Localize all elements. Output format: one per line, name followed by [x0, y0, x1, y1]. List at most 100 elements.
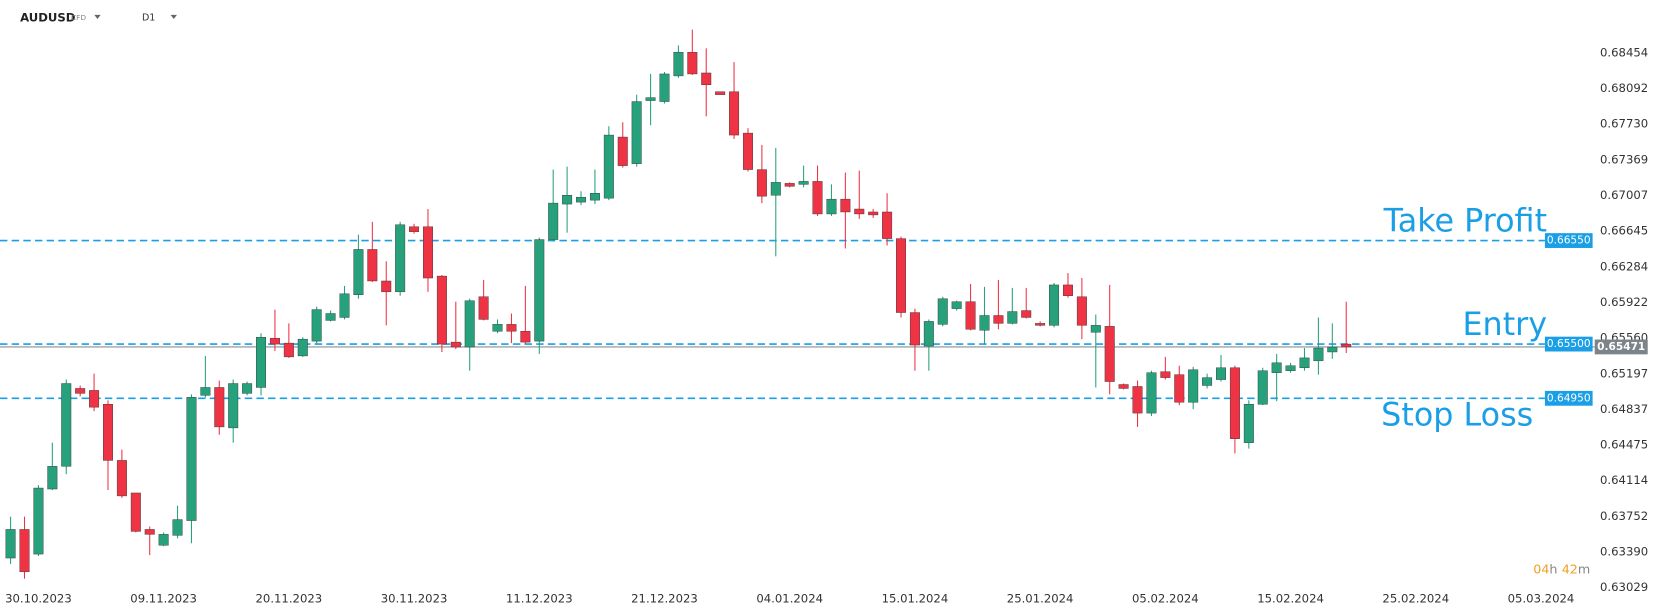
level-name: Entry — [1462, 307, 1547, 343]
candle-body — [603, 134, 614, 199]
candle-body — [186, 397, 197, 521]
candle-body — [116, 460, 127, 497]
candle-body — [269, 337, 280, 345]
candle-body — [381, 280, 392, 293]
candle-body — [576, 196, 586, 203]
candle-body — [659, 73, 670, 102]
x-tick-label: 21.12.2023 — [631, 592, 698, 606]
candle-body — [256, 336, 267, 388]
candle-body — [367, 249, 378, 282]
candle-body — [61, 383, 72, 467]
candle-body — [1257, 370, 1268, 405]
candle-body — [1118, 384, 1129, 389]
candle-body — [673, 52, 684, 77]
level-price-label: 0.64950 — [1547, 392, 1591, 404]
candle-body — [450, 341, 461, 348]
countdown-part: h — [1549, 561, 1557, 576]
x-tick-label: 11.12.2023 — [506, 592, 573, 606]
candle-body — [103, 404, 113, 461]
y-tick-label: 0.65197 — [1600, 366, 1648, 380]
y-tick-label: 0.66645 — [1600, 224, 1648, 238]
y-tick-label: 0.63390 — [1600, 545, 1648, 559]
x-tick-label: 30.10.2023 — [5, 592, 72, 606]
candle-body — [464, 300, 475, 348]
candle-body — [1049, 284, 1060, 326]
x-tick-label: 09.11.2023 — [130, 592, 197, 606]
candle-body — [756, 169, 767, 197]
y-tick-label: 0.66284 — [1600, 259, 1648, 273]
candle-body — [784, 183, 795, 187]
candle-body — [506, 324, 517, 332]
timeframe[interactable]: D1 — [142, 12, 155, 23]
candle-body — [1285, 365, 1296, 371]
y-tick-label: 0.68454 — [1600, 45, 1648, 59]
candle-body — [33, 487, 44, 555]
y-tick-label: 0.67369 — [1600, 152, 1648, 166]
candle-body — [1104, 326, 1115, 382]
countdown-part: 04 — [1533, 561, 1549, 576]
level-price-label: 0.66550 — [1547, 235, 1591, 247]
candle-body — [520, 331, 531, 343]
candle-body — [534, 239, 545, 342]
candle-body — [951, 301, 962, 309]
candle-body — [200, 387, 211, 396]
candle-body — [826, 198, 837, 215]
level-name: Take Profit — [1383, 204, 1547, 240]
candle-body — [645, 97, 656, 101]
candle-body — [1188, 369, 1199, 403]
candle-body — [882, 211, 893, 239]
candle-body — [158, 534, 169, 546]
level-price-box — [1544, 233, 1593, 248]
candle-body — [422, 226, 433, 279]
candle-body — [854, 208, 865, 215]
candle-body — [353, 249, 364, 296]
symbol[interactable]: AUDUSD — [20, 11, 76, 25]
countdown-part: 42 — [1562, 561, 1578, 576]
candle-body — [1090, 325, 1101, 333]
candle-body — [840, 198, 851, 213]
candle-body — [228, 383, 239, 429]
candle-body — [1202, 377, 1213, 386]
x-tick-label: 15.01.2024 — [882, 592, 949, 606]
candle-body — [896, 238, 906, 313]
candle-body — [1327, 346, 1338, 353]
candle-body — [47, 466, 58, 490]
candle-body — [1216, 367, 1226, 380]
candle-body — [492, 324, 503, 332]
candle-body — [1076, 296, 1087, 326]
candle-body — [339, 293, 350, 318]
candle-body — [617, 136, 628, 166]
x-tick-label: 15.02.2024 — [1257, 592, 1324, 606]
candle-body — [130, 492, 141, 532]
candle-body — [395, 224, 406, 293]
level-price-label: 0.65500 — [1547, 338, 1591, 350]
x-tick-label: 20.11.2023 — [256, 592, 323, 606]
level-price-box — [1544, 390, 1593, 406]
candle-body — [1174, 374, 1185, 403]
y-tick-label: 0.64114 — [1600, 473, 1648, 487]
candle-body — [770, 182, 781, 196]
y-tick-label: 0.63029 — [1600, 580, 1648, 594]
symbol-dropdown[interactable] — [94, 14, 101, 20]
candle-body — [172, 519, 183, 536]
candle-body — [868, 211, 879, 216]
candle-body — [297, 338, 308, 357]
candle-body — [1007, 311, 1018, 324]
candle-body — [283, 342, 294, 358]
countdown-part: m — [1578, 561, 1590, 576]
candle-body — [631, 101, 642, 164]
y-tick-label: 0.68092 — [1600, 81, 1648, 95]
candle-body — [311, 309, 322, 342]
candle-body — [1299, 357, 1310, 368]
candle-body — [1229, 367, 1240, 439]
instrument: CFD — [71, 13, 86, 22]
candle-body — [715, 91, 726, 95]
candle-body — [812, 181, 823, 215]
timeframe-dropdown[interactable] — [170, 14, 177, 20]
x-tick-label: 05.02.2024 — [1132, 592, 1199, 606]
candle-body — [1271, 362, 1282, 373]
candle-body — [1035, 323, 1046, 326]
candle-body — [242, 383, 253, 394]
